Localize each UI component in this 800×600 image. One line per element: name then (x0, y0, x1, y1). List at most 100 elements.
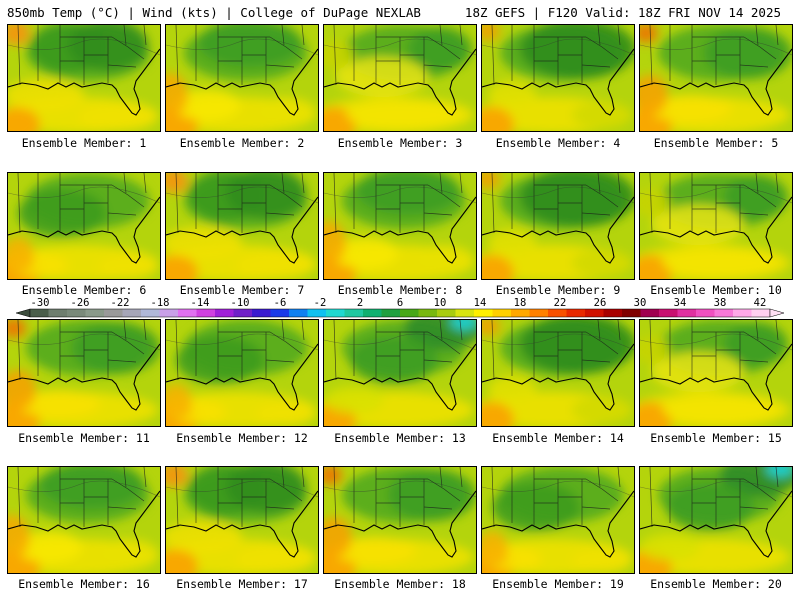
colorbar-swatch (85, 309, 105, 317)
colorbar-tick-label: -6 (274, 297, 287, 309)
colorbar-tick-label: 10 (434, 297, 447, 309)
temperature-map (324, 173, 476, 279)
ensemble-map-panel (165, 466, 319, 574)
colorbar-tick-label: 42 (754, 297, 767, 309)
colorbar-swatch (677, 309, 697, 317)
temperature-map (640, 173, 792, 279)
colorbar-swatch (178, 309, 197, 317)
colorbar-swatch (696, 309, 715, 317)
temperature-map (166, 467, 318, 573)
colorbar-tick-label: 30 (634, 297, 647, 309)
ensemble-map-panel (323, 24, 477, 132)
colorbar-swatch (252, 309, 271, 317)
temperature-map (166, 320, 318, 426)
ensemble-member-label: Ensemble Member: 10 (650, 283, 782, 297)
temperature-map (166, 25, 318, 131)
ensemble-map-panel (165, 319, 319, 427)
ensemble-member-label: Ensemble Member: 17 (176, 577, 308, 591)
colorbar-swatch (30, 309, 49, 317)
colorbar-swatch (474, 309, 493, 317)
colorbar-swatch (455, 309, 475, 317)
temperature-map (8, 25, 160, 131)
ensemble-map-panel (7, 24, 161, 132)
colorbar-tick-label: 2 (357, 297, 363, 309)
ensemble-map-panel (481, 466, 635, 574)
colorbar-left-arrow (15, 308, 31, 318)
temperature-map (324, 25, 476, 131)
ensemble-map-panel (639, 319, 793, 427)
colorbar-tick-label: 6 (397, 297, 403, 309)
temperature-map (482, 173, 634, 279)
colorbar-swatch (307, 309, 327, 317)
ensemble-map-panel (323, 466, 477, 574)
product-title: 850mb Temp (°C) | Wind (kts) | College o… (7, 5, 421, 20)
ensemble-map-panel (639, 24, 793, 132)
ensemble-member-label: Ensemble Member: 16 (18, 577, 150, 591)
ensemble-member-label: Ensemble Member: 11 (18, 431, 150, 445)
ensemble-map-panel (481, 319, 635, 427)
ensemble-map-panel (323, 172, 477, 280)
colorbar-swatch (270, 309, 290, 317)
temperature-colorbar: -30 -26 -22 -18 -14 -10 -6 -2 2 6 10 14 18 22 26 30 34 38… (15, 297, 785, 318)
colorbar-tick-label: -14 (191, 297, 210, 309)
ensemble-member-label: Ensemble Member: 6 (21, 283, 147, 297)
ensemble-member-label: Ensemble Member: 13 (334, 431, 466, 445)
ensemble-member-label: Ensemble Member: 12 (176, 431, 308, 445)
ensemble-member-label: Ensemble Member: 5 (653, 136, 779, 150)
colorbar-swatch (437, 309, 456, 317)
ensemble-map-panel (7, 319, 161, 427)
colorbar-swatch (363, 309, 382, 317)
colorbar-swatch (529, 309, 549, 317)
colorbar-swatch (659, 309, 678, 317)
ensemble-member-label: Ensemble Member: 19 (492, 577, 624, 591)
temperature-map (482, 25, 634, 131)
colorbar-swatch (400, 309, 419, 317)
colorbar-right-arrow (769, 308, 785, 318)
colorbar-swatch (418, 309, 438, 317)
temperature-map (324, 320, 476, 426)
temperature-map (482, 467, 634, 573)
ensemble-member-label: Ensemble Member: 3 (337, 136, 463, 150)
colorbar-swatch (48, 309, 68, 317)
temperature-map (640, 25, 792, 131)
colorbar-swatch (344, 309, 364, 317)
temperature-map (8, 173, 160, 279)
colorbar-swatch (751, 309, 771, 317)
colorbar-swatch (511, 309, 530, 317)
temperature-map (8, 320, 160, 426)
colorbar-swatch (548, 309, 567, 317)
ensemble-map-panel (165, 172, 319, 280)
colorbar-tick-label: 22 (554, 297, 567, 309)
colorbar-swatch (381, 309, 401, 317)
ensemble-map-panel (165, 24, 319, 132)
colorbar-tick-label: 14 (474, 297, 487, 309)
ensemble-member-label: Ensemble Member: 14 (492, 431, 624, 445)
ensemble-map-panel (639, 466, 793, 574)
colorbar-swatch (640, 309, 660, 317)
ensemble-member-label: Ensemble Member: 20 (650, 577, 782, 591)
ensemble-member-label: Ensemble Member: 1 (21, 136, 147, 150)
temperature-map (640, 320, 792, 426)
colorbar-tick-label: 38 (714, 297, 727, 309)
colorbar-tick-label: -10 (231, 297, 250, 309)
colorbar-swatch (196, 309, 216, 317)
temperature-map (324, 467, 476, 573)
colorbar-swatch (622, 309, 641, 317)
colorbar-swatch (67, 309, 86, 317)
temperature-map (482, 320, 634, 426)
colorbar-swatch (141, 309, 160, 317)
colorbar-swatch (492, 309, 512, 317)
ensemble-member-label: Ensemble Member: 2 (179, 136, 305, 150)
colorbar-swatch (104, 309, 123, 317)
temperature-map (8, 467, 160, 573)
colorbar-tick-label: 26 (594, 297, 607, 309)
colorbar-swatch (233, 309, 253, 317)
colorbar-swatch (159, 309, 179, 317)
colorbar-tick-label: -30 (31, 297, 50, 309)
ensemble-map-panel (639, 172, 793, 280)
ensemble-member-label: Ensemble Member: 9 (495, 283, 621, 297)
ensemble-member-label: Ensemble Member: 4 (495, 136, 621, 150)
ensemble-member-label: Ensemble Member: 7 (179, 283, 305, 297)
ensemble-map-panel (481, 24, 635, 132)
ensemble-map-panel (7, 466, 161, 574)
